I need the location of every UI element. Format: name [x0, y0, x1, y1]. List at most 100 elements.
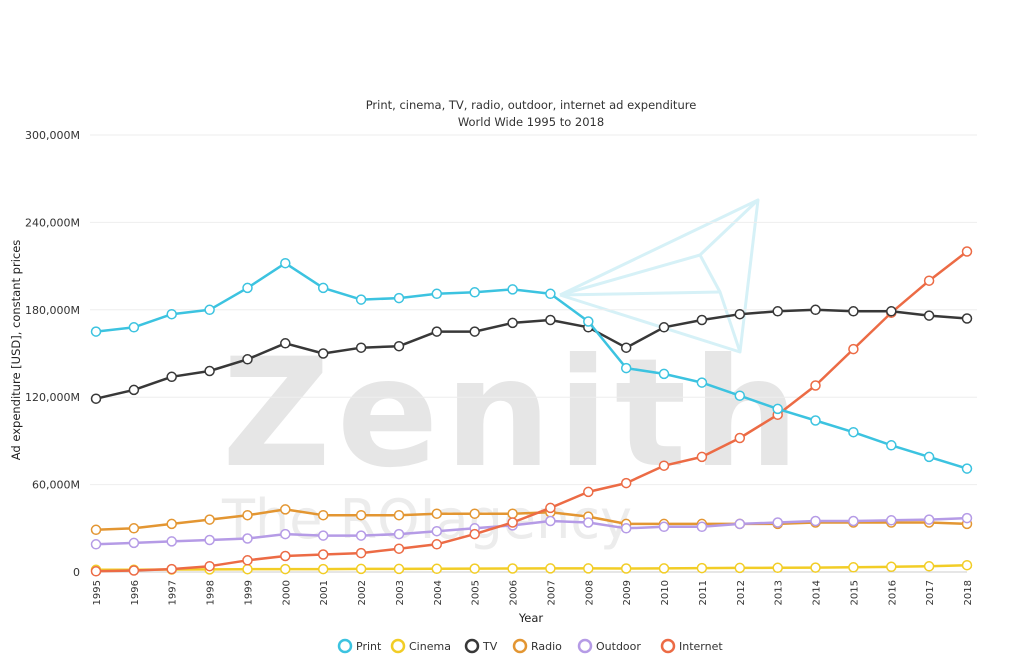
data-point-cinema[interactable]: [961, 559, 973, 571]
data-point-print[interactable]: [204, 304, 215, 316]
data-point-radio[interactable]: [355, 509, 367, 521]
data-point-radio[interactable]: [280, 504, 291, 515]
data-point-internet[interactable]: [923, 275, 935, 286]
data-point-radio[interactable]: [128, 523, 140, 534]
data-point-cinema[interactable]: [583, 563, 594, 574]
data-point-radio[interactable]: [469, 508, 480, 519]
data-point-cinema[interactable]: [317, 563, 329, 575]
data-point-print[interactable]: [658, 368, 670, 380]
data-point-tv[interactable]: [393, 340, 405, 352]
data-point-internet[interactable]: [696, 451, 708, 463]
data-point-internet[interactable]: [166, 563, 177, 575]
legend-item-outdoor[interactable]: Outdoor: [577, 638, 641, 654]
data-point-print[interactable]: [696, 377, 708, 388]
data-point-print[interactable]: [923, 451, 935, 463]
data-point-internet[interactable]: [431, 539, 443, 550]
data-point-outdoor[interactable]: [658, 521, 670, 533]
data-point-internet[interactable]: [545, 502, 556, 514]
data-point-print[interactable]: [848, 426, 859, 438]
data-point-outdoor[interactable]: [128, 537, 140, 549]
data-point-cinema[interactable]: [658, 563, 670, 574]
data-point-cinema[interactable]: [545, 563, 556, 574]
data-point-tv[interactable]: [620, 342, 632, 353]
data-point-print[interactable]: [280, 257, 291, 269]
data-point-cinema[interactable]: [696, 562, 708, 574]
data-point-tv[interactable]: [923, 310, 935, 321]
data-point-outdoor[interactable]: [923, 514, 935, 525]
data-point-internet[interactable]: [620, 477, 632, 489]
legend-item-radio[interactable]: Radio: [512, 638, 562, 654]
data-point-print[interactable]: [772, 403, 783, 415]
data-point-outdoor[interactable]: [961, 512, 973, 524]
data-point-outdoor[interactable]: [810, 515, 821, 527]
data-point-print[interactable]: [166, 308, 177, 320]
data-point-tv[interactable]: [469, 326, 480, 337]
data-point-outdoor[interactable]: [280, 528, 291, 540]
data-point-radio[interactable]: [431, 508, 443, 519]
data-point-tv[interactable]: [280, 338, 291, 349]
data-point-tv[interactable]: [961, 313, 973, 324]
data-point-outdoor[interactable]: [848, 515, 859, 527]
data-point-cinema[interactable]: [620, 563, 632, 574]
data-point-cinema[interactable]: [280, 563, 291, 575]
data-point-outdoor[interactable]: [166, 536, 177, 547]
data-point-outdoor[interactable]: [583, 517, 594, 528]
data-point-radio[interactable]: [507, 508, 518, 519]
data-point-print[interactable]: [469, 287, 480, 298]
data-point-tv[interactable]: [848, 306, 859, 317]
data-point-internet[interactable]: [658, 460, 670, 471]
data-point-tv[interactable]: [658, 322, 670, 333]
data-point-radio[interactable]: [90, 524, 102, 536]
data-point-internet[interactable]: [810, 380, 821, 391]
data-point-print[interactable]: [810, 415, 821, 426]
data-point-print[interactable]: [90, 326, 102, 337]
data-point-radio[interactable]: [317, 509, 329, 521]
data-point-cinema[interactable]: [810, 562, 821, 573]
data-point-cinema[interactable]: [355, 563, 367, 575]
data-point-internet[interactable]: [469, 528, 480, 540]
data-point-tv[interactable]: [810, 304, 821, 316]
data-point-radio[interactable]: [242, 509, 253, 521]
data-point-outdoor[interactable]: [734, 518, 746, 530]
data-point-cinema[interactable]: [393, 563, 405, 575]
data-point-internet[interactable]: [355, 547, 367, 559]
data-point-tv[interactable]: [734, 308, 746, 320]
data-point-cinema[interactable]: [242, 563, 253, 575]
data-point-cinema[interactable]: [772, 562, 783, 574]
data-point-outdoor[interactable]: [772, 517, 783, 528]
data-point-print[interactable]: [886, 440, 897, 451]
data-point-outdoor[interactable]: [393, 528, 405, 540]
data-point-tv[interactable]: [545, 314, 556, 326]
data-point-print[interactable]: [961, 463, 973, 474]
data-point-outdoor[interactable]: [696, 521, 708, 533]
data-point-print[interactable]: [393, 292, 405, 304]
data-point-tv[interactable]: [696, 314, 708, 326]
data-point-cinema[interactable]: [734, 562, 746, 574]
data-point-internet[interactable]: [90, 566, 102, 577]
data-point-outdoor[interactable]: [355, 530, 367, 541]
data-point-cinema[interactable]: [848, 562, 859, 573]
data-point-outdoor[interactable]: [620, 523, 632, 534]
data-point-print[interactable]: [734, 390, 746, 401]
data-point-radio[interactable]: [393, 509, 405, 521]
data-point-tv[interactable]: [90, 393, 102, 404]
data-point-internet[interactable]: [204, 560, 215, 572]
data-point-print[interactable]: [507, 284, 518, 295]
data-point-internet[interactable]: [128, 565, 140, 576]
data-point-tv[interactable]: [242, 354, 253, 365]
data-point-outdoor[interactable]: [431, 525, 443, 537]
data-point-internet[interactable]: [393, 543, 405, 554]
data-point-cinema[interactable]: [469, 563, 480, 574]
data-point-tv[interactable]: [204, 365, 215, 377]
data-point-cinema[interactable]: [431, 563, 443, 575]
data-point-internet[interactable]: [961, 246, 973, 257]
data-point-internet[interactable]: [848, 343, 859, 355]
data-point-internet[interactable]: [734, 432, 746, 444]
data-point-radio[interactable]: [204, 514, 215, 525]
data-point-internet[interactable]: [507, 517, 518, 528]
data-point-internet[interactable]: [242, 555, 253, 566]
data-point-print[interactable]: [242, 282, 253, 294]
data-point-outdoor[interactable]: [317, 530, 329, 541]
legend-item-print[interactable]: Print: [337, 638, 382, 654]
data-point-internet[interactable]: [317, 549, 329, 560]
